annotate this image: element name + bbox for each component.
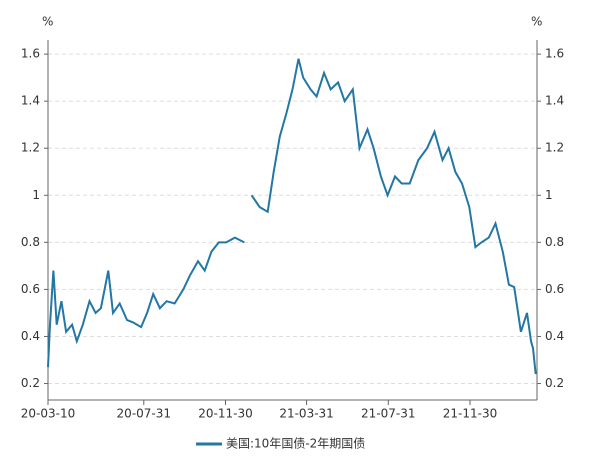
y-tick-label: 0.4 bbox=[21, 329, 40, 343]
y-tick-label: 1.4 bbox=[21, 94, 40, 108]
y-tick-label: 0.6 bbox=[21, 282, 40, 296]
x-tick-label: 21-03-31 bbox=[279, 407, 333, 421]
x-tick-label: 20-03-10 bbox=[21, 407, 75, 421]
y-tick-label: 0.8 bbox=[21, 235, 40, 249]
legend-label: 美国:10年国债-2年期国债 bbox=[226, 437, 365, 451]
y2-tick-label: 1.6 bbox=[545, 47, 564, 61]
x-tick-label: 21-07-31 bbox=[361, 407, 415, 421]
y-tick-label: 1.2 bbox=[21, 141, 40, 155]
line bbox=[47, 58, 537, 375]
y2-axis-label: % bbox=[531, 15, 542, 29]
y2-tick-label: 1.4 bbox=[545, 94, 564, 108]
x-tick-label: 20-07-31 bbox=[117, 407, 171, 421]
y-tick-label: 1 bbox=[32, 188, 40, 202]
y2-tick-label: 0.8 bbox=[545, 235, 564, 249]
x-tick-label: 21-11-30 bbox=[443, 407, 497, 421]
y-axis-label: % bbox=[42, 15, 53, 29]
y2-tick-label: 1.2 bbox=[545, 141, 564, 155]
x-tick-label: 20-11-30 bbox=[198, 407, 252, 421]
y2-tick-label: 1 bbox=[545, 188, 553, 202]
y2-tick-label: 0.4 bbox=[545, 329, 564, 343]
y-tick-label: 1.6 bbox=[21, 47, 40, 61]
y2-tick-label: 0.2 bbox=[545, 376, 564, 390]
y2-tick-label: 0.6 bbox=[545, 282, 564, 296]
y-tick-label: 0.2 bbox=[21, 376, 40, 390]
